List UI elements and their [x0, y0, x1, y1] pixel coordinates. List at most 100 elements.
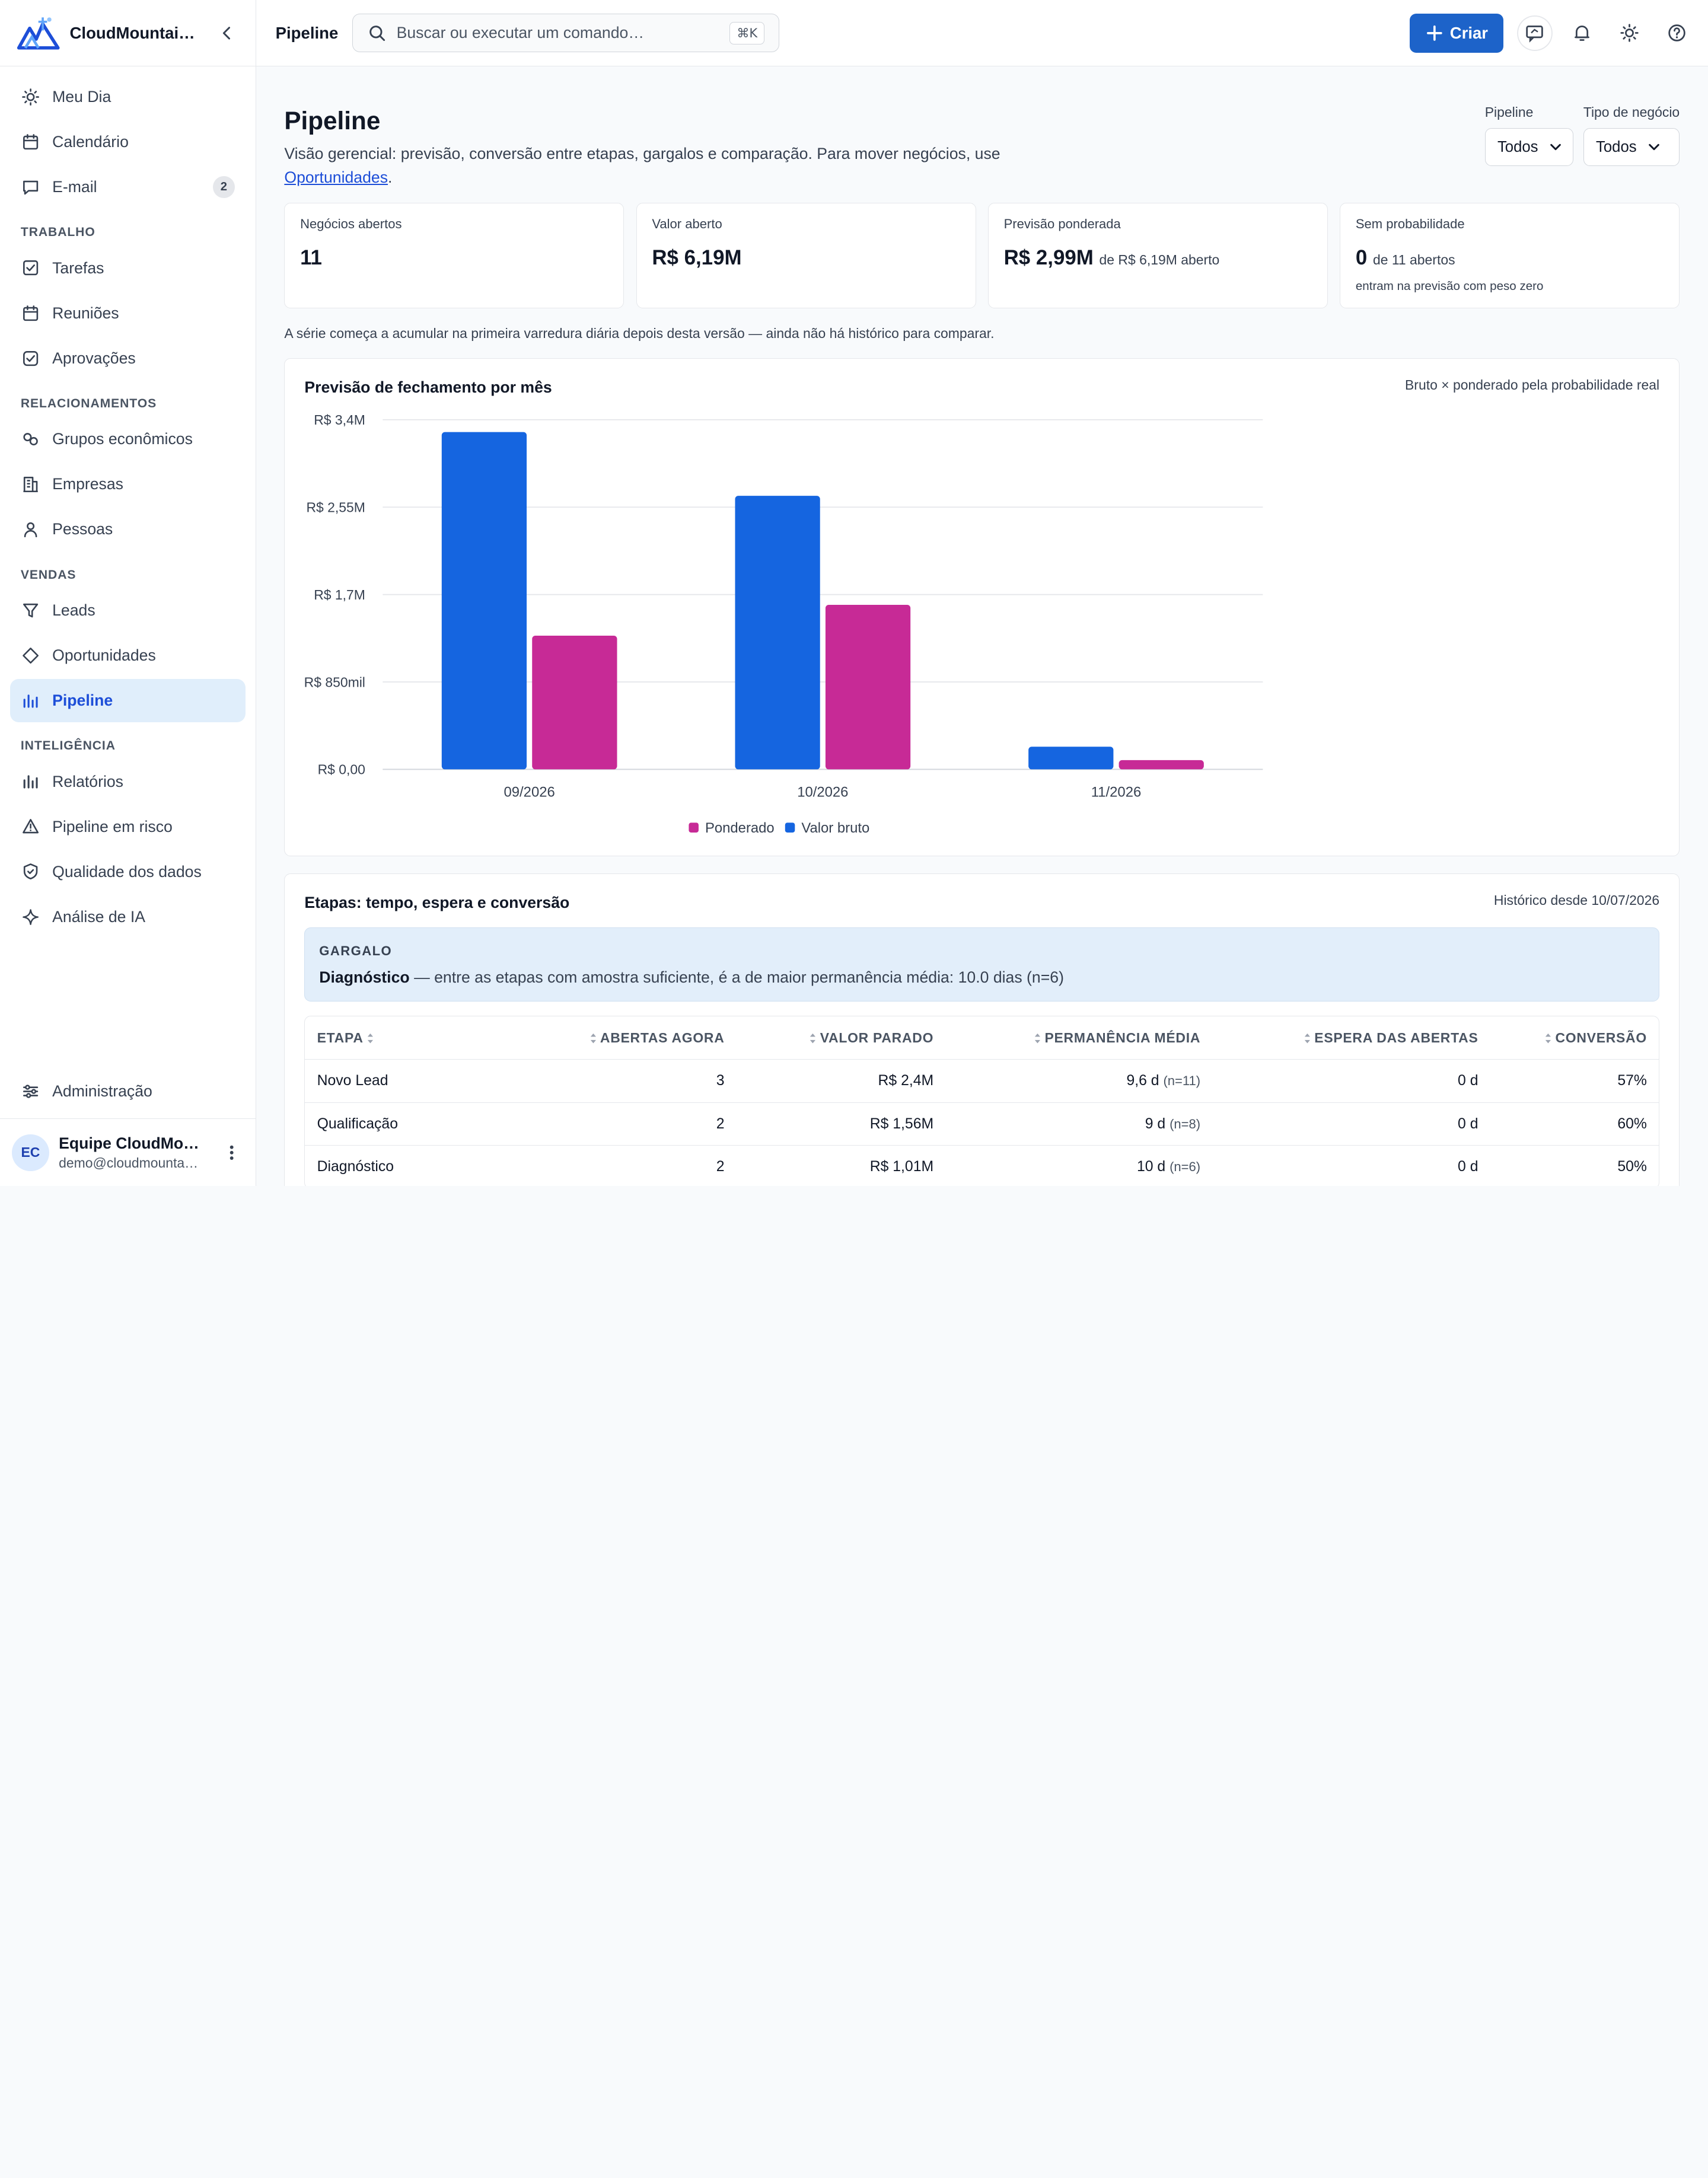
page-description: Visão gerencial: previsão, conversão ent… [284, 142, 1003, 190]
bar-valor-bruto [735, 496, 821, 770]
table-header-row: ETAPA ABERTAS AGORA VALOR PARADO PERMANÊNCI… [305, 1016, 1659, 1060]
theme-toggle-button[interactable] [1613, 17, 1646, 49]
sidebar-item-administracao[interactable]: Administração [10, 1070, 246, 1113]
sidebar-section-trabalho: TRABALHO [20, 225, 95, 240]
column-header-abertas-agora[interactable]: ABERTAS AGORA [518, 1030, 724, 1046]
message-icon [21, 177, 40, 197]
column-header-conversao[interactable]: CONVERSÃO [1478, 1030, 1646, 1046]
pipeline-select[interactable]: Todos [1484, 128, 1574, 167]
sidebar-item-calendario[interactable]: Calendário [10, 120, 246, 164]
average-stay: 10 d (n=6) [1136, 1159, 1201, 1175]
sidebar-item-label: Leads [52, 601, 95, 619]
bar-valor-bruto [1028, 747, 1114, 770]
column-header-valor-parado[interactable]: VALOR PARADO [725, 1030, 934, 1046]
feedback-button[interactable] [1518, 17, 1551, 49]
sidebar: CloudMountai… Meu Dia Calendário E-mail 2 TR… [0, 0, 256, 1187]
sidebar-item-grupos-economicos[interactable]: Grupos econômicos [10, 417, 246, 461]
sidebar-item-e-mail[interactable]: E-mail 2 [10, 165, 246, 209]
chat-icon [1526, 25, 1544, 43]
stage-name: Diagnóstico [317, 1159, 394, 1175]
more-options-button[interactable] [221, 1145, 243, 1160]
chevron-left-icon [222, 26, 231, 40]
sidebar-item-label: Administração [52, 1082, 152, 1100]
check-square-icon [21, 349, 40, 368]
sidebar-item-label: Pipeline em risco [52, 817, 173, 836]
x-tick-label: 11/2026 [1091, 785, 1141, 801]
sidebar-item-meu-dia[interactable]: Meu Dia [10, 75, 246, 119]
help-button[interactable] [1661, 17, 1693, 49]
sidebar-item-oportunidades[interactable]: Oportunidades [10, 634, 246, 677]
sidebar-item-label: Empresas [52, 475, 123, 493]
collapse-sidebar-button[interactable] [214, 20, 240, 46]
column-header-label: VALOR PARADO [820, 1029, 934, 1045]
sidebar-section-inteligencia: INTELIGÊNCIA [20, 739, 116, 753]
column-header-espera-das-abertas[interactable]: ESPERA DAS ABERTAS [1200, 1030, 1478, 1046]
funnel-icon [21, 601, 40, 620]
y-tick-label: R$ 2,55M [307, 500, 365, 515]
person-icon [21, 519, 40, 539]
sidebar-item-relatorios[interactable]: Relatórios [10, 760, 246, 803]
notifications-button[interactable] [1566, 17, 1598, 49]
sidebar-item-label: Tarefas [52, 259, 104, 277]
column-header-etapa[interactable]: ETAPA [317, 1030, 519, 1046]
table-row[interactable]: Diagnóstico 2 R$ 1,01M 10 d (n=6) 0 d 50% [305, 1145, 1659, 1186]
search-icon [368, 24, 385, 42]
sample-size: (n=6) [1170, 1159, 1201, 1175]
column-header-label: CONVERSÃO [1555, 1029, 1647, 1045]
legend-swatch [689, 822, 699, 833]
y-tick-label: R$ 3,4M [314, 412, 366, 428]
stalled-value: R$ 2,4M [878, 1073, 934, 1089]
sidebar-item-label: Oportunidades [52, 646, 156, 664]
sidebar-item-analise-de-ia[interactable]: Análise de IA [10, 895, 246, 938]
column-header-label: ESPERA DAS ABERTAS [1314, 1029, 1478, 1045]
average-stay: 9 d (n=8) [1145, 1115, 1201, 1132]
stage-name: Qualificação [317, 1115, 398, 1132]
conversion-rate: 57% [1617, 1073, 1647, 1089]
column-header-permanencia-media[interactable]: PERMANÊNCIA MÉDIA [933, 1030, 1200, 1046]
y-tick-label: R$ 1,7M [314, 587, 366, 602]
sidebar-item-leads[interactable]: Leads [10, 589, 246, 632]
kpi-value: 0 de 11 abertos [1355, 245, 1455, 269]
deal-type-select[interactable]: Todos [1583, 128, 1680, 167]
oportunidades-link[interactable]: Oportunidades [284, 168, 388, 187]
kpi-card-open-deals: Negócios abertos 11 [284, 202, 624, 308]
sidebar-item-pipeline[interactable]: Pipeline [9, 678, 246, 723]
kpi-label: Sem probabilidade [1355, 216, 1465, 231]
sidebar-item-empresas[interactable]: Empresas [10, 463, 246, 506]
avatar: EC [12, 1134, 49, 1171]
kpi-card-open-value: Valor aberto R$ 6,19M [636, 202, 976, 308]
table-row[interactable]: Novo Lead 3 R$ 2,4M 9,6 d (n=11) 0 d 57% [305, 1059, 1659, 1102]
page-title: Pipeline [284, 106, 381, 135]
stalled-value: R$ 1,01M [869, 1159, 934, 1175]
sun-icon [21, 87, 40, 107]
open-count: 2 [716, 1159, 725, 1175]
sidebar-item-pessoas[interactable]: Pessoas [10, 508, 246, 551]
command-search[interactable]: ⌘K [352, 14, 780, 52]
shortcut-hint: ⌘K [729, 21, 765, 44]
sort-icon [590, 1034, 596, 1044]
sidebar-item-reunioes[interactable]: Reuniões [10, 291, 246, 334]
bottleneck-callout: GARGALO Diagnóstico — entre as etapas co… [304, 927, 1660, 1002]
stages-table: ETAPA ABERTAS AGORA VALOR PARADO PERMANÊNCI… [304, 1015, 1660, 1187]
kpi-label: Negócios abertos [300, 216, 402, 231]
user-card[interactable]: EC Equipe CloudMo… demo@cloudmounta… [0, 1118, 256, 1186]
kpi-value: 11 [300, 245, 322, 269]
sort-icon [1034, 1034, 1041, 1044]
sidebar-item-aprovacoes[interactable]: Aprovações [10, 336, 246, 380]
table-row[interactable]: Qualificação 2 R$ 1,56M 9 d (n=8) 0 d 60% [305, 1102, 1659, 1146]
conversion-rate: 60% [1617, 1115, 1647, 1132]
kpi-label: Valor aberto [652, 216, 722, 231]
sidebar-item-tarefas[interactable]: Tarefas [10, 246, 246, 289]
topbar: Pipeline ⌘K Criar [256, 0, 1708, 67]
open-wait: 0 d [1458, 1073, 1478, 1089]
sidebar-item-pipeline-em-risco[interactable]: Pipeline em risco [10, 805, 246, 848]
bottleneck-text: Diagnóstico — entre as etapas com amostr… [319, 968, 1064, 987]
chevron-down-icon [1649, 144, 1659, 151]
sun-icon [1620, 24, 1639, 43]
sidebar-item-qualidade-dos-dados[interactable]: Qualidade dos dados [10, 850, 246, 893]
filters: Pipeline Todos Tipo de negócio Todos [1484, 104, 1680, 167]
pipeline-select-value: Todos [1497, 138, 1538, 155]
search-input[interactable] [396, 24, 730, 43]
create-button[interactable]: Criar [1409, 13, 1503, 53]
sidebar-item-label: E-mail [52, 177, 97, 196]
